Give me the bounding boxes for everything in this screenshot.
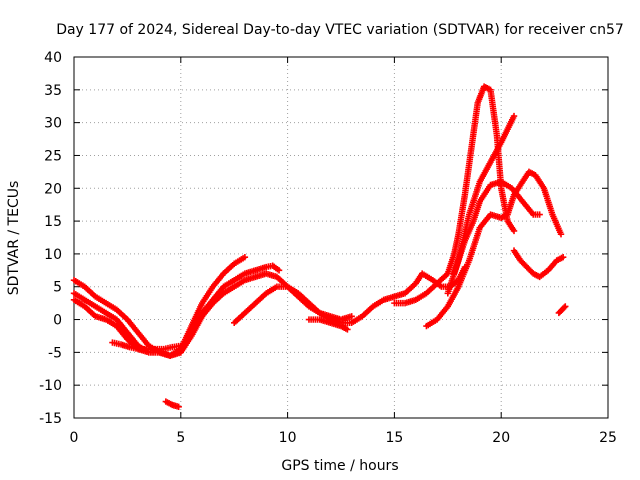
y-tick-label: 20 xyxy=(44,181,62,197)
data-point xyxy=(348,313,355,320)
series-track-e xyxy=(231,263,469,327)
y-tick-label: 0 xyxy=(53,313,62,329)
x-tick-label: 10 xyxy=(279,430,297,446)
data-point xyxy=(536,211,543,218)
x-tick-label: 0 xyxy=(70,430,79,446)
series-track-i xyxy=(451,178,543,277)
data-point xyxy=(177,342,184,349)
data-point xyxy=(557,231,565,238)
data-point xyxy=(561,304,568,311)
x-tick-label: 20 xyxy=(492,430,510,446)
x-tick-label: 15 xyxy=(385,430,403,446)
y-axis-ticks: -15 -10 -5 0 5 10 15 20 25 30 35 40 xyxy=(39,50,608,427)
series-track-l xyxy=(162,398,182,411)
y-tick-label: 10 xyxy=(44,247,62,263)
plot-border xyxy=(73,56,609,419)
series-track-j xyxy=(510,247,567,281)
series-track-m xyxy=(555,303,569,317)
data-point xyxy=(344,326,351,333)
plot-frame xyxy=(73,56,609,419)
grid-lines xyxy=(74,57,608,418)
x-axis-ticks: 0 5 10 15 20 25 xyxy=(70,57,617,446)
series-track-c xyxy=(70,270,355,359)
y-tick-label: -5 xyxy=(48,345,62,361)
data-point xyxy=(275,267,283,274)
x-tick-label: 25 xyxy=(599,430,617,446)
y-tick-label: 25 xyxy=(44,148,62,164)
y-tick-label: -10 xyxy=(39,378,62,394)
y-tick-label: -15 xyxy=(39,411,62,427)
y-tick-label: 35 xyxy=(44,83,62,99)
series-track-k xyxy=(305,316,351,333)
data-point xyxy=(175,403,182,411)
y-axis-label: SDTVAR / TECUs xyxy=(6,181,22,296)
data-marks xyxy=(70,83,569,411)
chart-title: Day 177 of 2024, Sidereal Day-to-day VTE… xyxy=(56,22,624,38)
y-tick-label: 5 xyxy=(53,280,62,296)
data-point xyxy=(510,227,518,235)
data-point xyxy=(559,253,567,261)
y-tick-label: 15 xyxy=(44,214,62,230)
series-track-h xyxy=(423,168,565,330)
x-tick-label: 5 xyxy=(176,430,185,446)
data-point xyxy=(510,112,518,120)
x-axis-label: GPS time / hours xyxy=(281,458,398,474)
data-point xyxy=(562,303,569,310)
y-tick-label: 30 xyxy=(44,116,62,132)
data-point xyxy=(241,253,249,261)
series-track-d xyxy=(109,339,184,353)
y-tick-label: 40 xyxy=(44,50,62,66)
